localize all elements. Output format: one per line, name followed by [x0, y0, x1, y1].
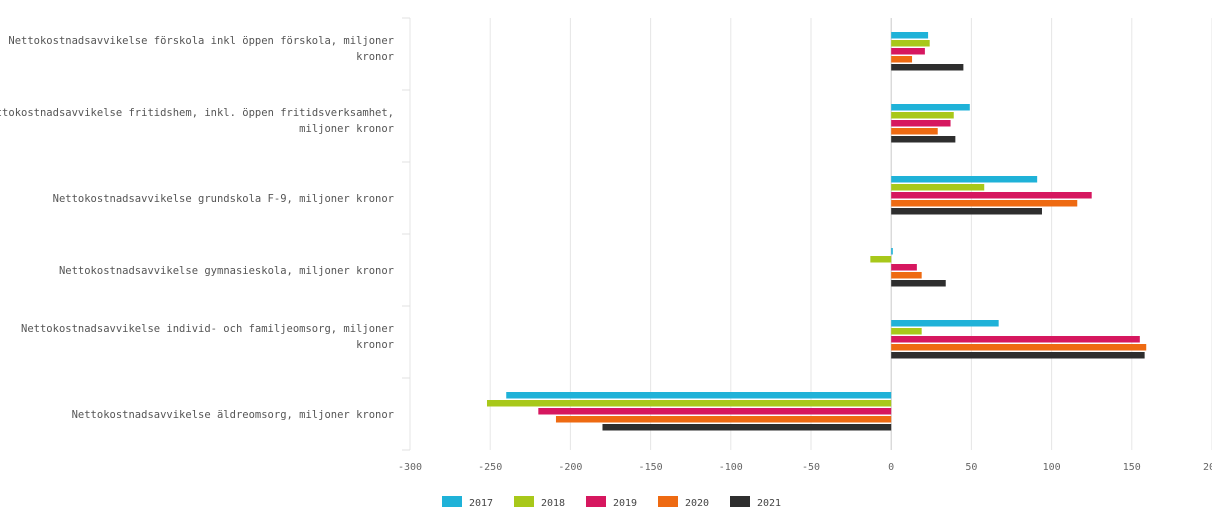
- x-tick-label: -150: [639, 462, 663, 473]
- category-label: Nettokostnadsavvikelse förskola inkl öpp…: [8, 35, 394, 47]
- x-tick-label: 150: [1123, 462, 1141, 473]
- bar-2017-cat-5: [506, 392, 892, 399]
- bar-2020-cat-5: [555, 416, 892, 423]
- grid-lines: [402, 17, 1212, 451]
- category-label: Nettokostnadsavvikelse grundskola F-9, m…: [53, 193, 394, 205]
- bar-2018-cat-5: [486, 400, 892, 407]
- legend-label: 2021: [757, 498, 781, 509]
- x-tick-label: -50: [802, 462, 820, 473]
- bar-2020-cat-4: [891, 344, 1147, 351]
- bar-2019-cat-3: [891, 264, 917, 271]
- bar-2019-cat-4: [891, 336, 1140, 343]
- bar-2018-cat-4: [891, 328, 922, 335]
- legend-swatch-2019: [586, 496, 606, 507]
- category-label: miljoner kronor: [299, 123, 394, 135]
- category-label: kronor: [356, 51, 394, 63]
- bar-2021-cat-5: [602, 424, 892, 431]
- bar-2019-cat-5: [538, 408, 892, 415]
- bar-2018-cat-0: [891, 40, 930, 47]
- x-tick-label: -200: [558, 462, 582, 473]
- bar-2021-cat-2: [891, 208, 1042, 215]
- legend-label: 2017: [469, 498, 493, 509]
- bar-2017-cat-3: [891, 248, 893, 255]
- bar-2019-cat-0: [891, 48, 925, 55]
- bar-2018-cat-2: [891, 184, 985, 191]
- bar-2020-cat-2: [891, 200, 1078, 207]
- x-tick-label: 200: [1203, 462, 1212, 473]
- legend: 2017 2018 2019 2020 2021: [442, 496, 781, 509]
- x-tick-label: -300: [398, 462, 422, 473]
- bar-2021-cat-3: [891, 280, 946, 287]
- category-label: Nettokostnadsavvikelse äldreomsorg, milj…: [72, 409, 394, 421]
- bar-2017-cat-4: [891, 320, 999, 327]
- legend-swatch-2018: [514, 496, 534, 507]
- x-axis-ticks: -300 -250 -200 -150 -100 -50 0 50 100 150 200: [398, 462, 1212, 473]
- legend-swatch-2020: [658, 496, 678, 507]
- x-tick-label: 50: [965, 462, 977, 473]
- legend-swatch-2017: [442, 496, 462, 507]
- bar-2017-cat-2: [891, 176, 1038, 183]
- x-tick-label: 100: [1043, 462, 1061, 473]
- category-label: Nettokostnadsavvikelse fritidshem, inkl.…: [0, 107, 394, 119]
- bar-2018-cat-1: [891, 112, 954, 119]
- category-label: Nettokostnadsavvikelse individ- och fami…: [21, 323, 394, 335]
- category-label: Nettokostnadsavvikelse gymnasieskola, mi…: [59, 265, 394, 277]
- bar-2021-cat-4: [891, 352, 1145, 359]
- legend-label: 2020: [685, 498, 709, 509]
- bar-2017-cat-1: [891, 104, 970, 111]
- bar-2020-cat-1: [891, 128, 938, 135]
- category-label: kronor: [356, 339, 394, 351]
- bar-2019-cat-1: [891, 120, 951, 127]
- x-tick-label: 0: [888, 462, 894, 473]
- bar-2021-cat-0: [891, 64, 964, 71]
- category-labels: Nettokostnadsavvikelse förskola inkl öpp…: [0, 35, 394, 421]
- bar-2018-cat-3: [870, 256, 892, 263]
- bars: [486, 32, 1147, 431]
- legend-swatch-2021: [730, 496, 750, 507]
- bar-2020-cat-3: [891, 272, 922, 279]
- bar-2020-cat-0: [891, 56, 913, 63]
- x-tick-label: -100: [719, 462, 743, 473]
- x-tick-label: -250: [478, 462, 502, 473]
- bar-2017-cat-0: [891, 32, 929, 39]
- bar-2021-cat-1: [891, 136, 956, 143]
- legend-label: 2018: [541, 498, 565, 509]
- bar-2019-cat-2: [891, 192, 1092, 199]
- legend-label: 2019: [613, 498, 637, 509]
